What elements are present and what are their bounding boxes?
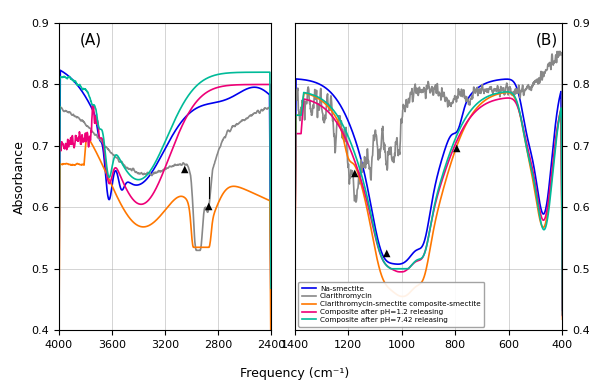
Text: ▲: ▲ bbox=[383, 247, 391, 257]
Text: ▲: ▲ bbox=[205, 201, 213, 211]
Text: ▲: ▲ bbox=[453, 143, 461, 153]
Text: ▲: ▲ bbox=[351, 167, 359, 177]
Legend: Na-smectite, Clarithromycin, Clarithromycin-smectite composite-smectite, Composi: Na-smectite, Clarithromycin, Clarithromy… bbox=[298, 282, 484, 327]
Y-axis label: Absorbance: Absorbance bbox=[13, 140, 26, 214]
Text: Frequency (cm⁻¹): Frequency (cm⁻¹) bbox=[240, 367, 349, 380]
Text: (A): (A) bbox=[80, 32, 102, 47]
Text: (B): (B) bbox=[536, 32, 558, 47]
Text: ▲: ▲ bbox=[181, 164, 188, 174]
